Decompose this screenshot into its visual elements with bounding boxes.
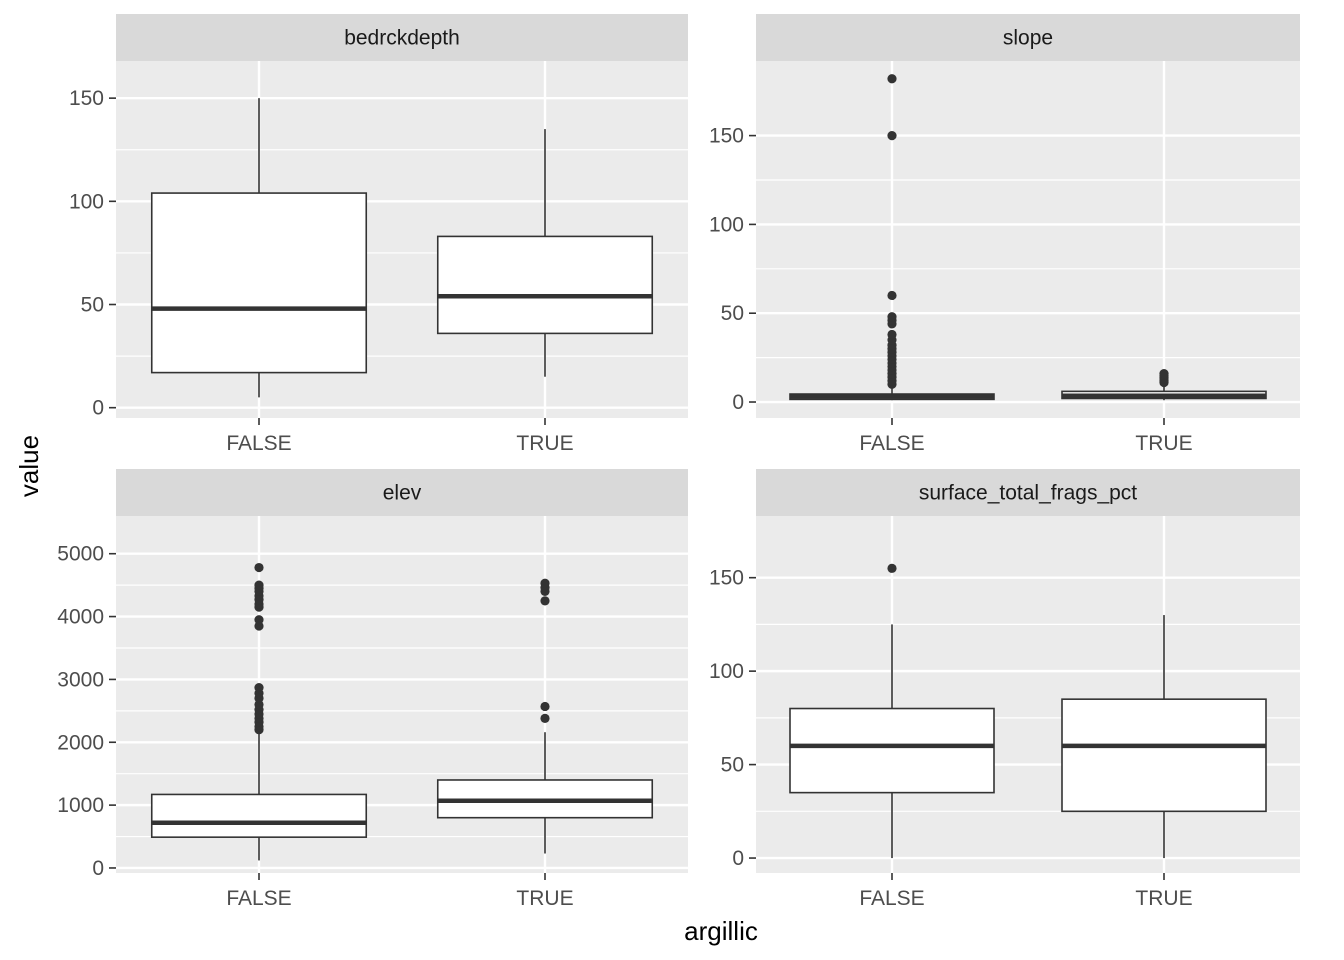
facet-strip-label: elev bbox=[383, 482, 422, 505]
x-tick-label: TRUE bbox=[1135, 432, 1192, 455]
x-tick-label: FALSE bbox=[226, 887, 291, 910]
facet-strip-label: slope bbox=[1003, 27, 1053, 50]
outlier-point bbox=[254, 580, 264, 590]
x-tick-label: FALSE bbox=[226, 432, 291, 455]
y-tick-label: 50 bbox=[721, 302, 744, 325]
y-tick-label: 50 bbox=[81, 294, 104, 317]
boxplot-false bbox=[789, 74, 995, 401]
x-tick-label: TRUE bbox=[516, 432, 573, 455]
outlier-point bbox=[540, 578, 550, 588]
outlier-point bbox=[540, 713, 550, 723]
x-tick-label: FALSE bbox=[859, 887, 924, 910]
outlier-point bbox=[887, 329, 897, 340]
facet-panel-surface_total_frags_pct: surface_total_frags_pct 0 50 100 150 FALSE TRU… bbox=[709, 469, 1300, 910]
y-tick-label: 150 bbox=[709, 125, 744, 148]
x-tick-label: FALSE bbox=[859, 432, 924, 455]
y-tick-label: 100 bbox=[709, 660, 744, 683]
facet-strip-label: surface_total_frags_pct bbox=[919, 482, 1137, 505]
boxplot-false bbox=[150, 562, 368, 861]
outlier-point bbox=[254, 682, 264, 693]
outlier-point bbox=[887, 563, 897, 573]
boxplot-true bbox=[436, 129, 654, 377]
facet-strip bbox=[756, 14, 1300, 61]
outlier-point bbox=[1159, 368, 1169, 379]
box-iqr bbox=[150, 793, 368, 838]
outlier-point bbox=[254, 615, 264, 625]
y-tick-label: 50 bbox=[721, 754, 744, 777]
boxplot-true bbox=[1061, 368, 1267, 401]
x-tick-label: TRUE bbox=[516, 887, 573, 910]
box-iqr bbox=[150, 192, 368, 374]
y-tick-label: 3000 bbox=[57, 668, 104, 691]
y-tick-label: 4000 bbox=[57, 606, 104, 629]
y-tick-label: 150 bbox=[69, 87, 104, 110]
boxplot-false bbox=[150, 98, 368, 398]
y-tick-label: 100 bbox=[69, 190, 104, 213]
y-tick-label: 1000 bbox=[57, 794, 104, 817]
outlier-point bbox=[887, 290, 897, 301]
outlier-point bbox=[254, 562, 264, 573]
boxplot-true bbox=[436, 578, 654, 854]
boxplot-true bbox=[1061, 615, 1267, 859]
y-tick-label: 0 bbox=[92, 397, 104, 420]
outlier-point bbox=[254, 621, 264, 631]
facet-panel-slope: slope 0 50 100 150 FALSE TRUE bbox=[709, 14, 1300, 455]
facet-strip-label: bedrckdepth bbox=[344, 27, 460, 50]
outlier-point bbox=[887, 130, 897, 141]
y-tick-label: 100 bbox=[709, 213, 744, 236]
outlier-point bbox=[540, 596, 550, 606]
outlier-point bbox=[887, 74, 897, 84]
panel-background bbox=[756, 61, 1300, 418]
facet-panel-bedrckdepth: bedrckdepth 0 50 100 150 FALSE TRUE bbox=[69, 14, 688, 455]
box-iqr bbox=[1061, 698, 1267, 813]
panel-background bbox=[756, 516, 1300, 873]
facet-strip bbox=[116, 469, 688, 516]
y-tick-label: 0 bbox=[92, 857, 104, 880]
y-axis-title: value bbox=[14, 435, 44, 497]
x-axis-title: argillic bbox=[684, 916, 758, 946]
box-iqr bbox=[789, 707, 995, 794]
y-tick-label: 5000 bbox=[57, 543, 104, 566]
outlier-point bbox=[540, 701, 550, 712]
boxplot-false bbox=[789, 563, 995, 859]
y-tick-label: 2000 bbox=[57, 731, 104, 754]
box-iqr bbox=[436, 235, 654, 335]
outlier-point bbox=[887, 312, 897, 322]
y-tick-label: 150 bbox=[709, 567, 744, 590]
facet-panel-elev: elev 0 1000 2000 3000 4000 5000 FALSE TRUE bbox=[57, 469, 688, 910]
outlier-point bbox=[254, 699, 264, 710]
facet-strip bbox=[116, 14, 688, 61]
y-tick-label: 0 bbox=[732, 391, 744, 414]
facet-strip bbox=[756, 469, 1300, 516]
x-tick-label: TRUE bbox=[1135, 887, 1192, 910]
y-tick-label: 0 bbox=[732, 847, 744, 870]
